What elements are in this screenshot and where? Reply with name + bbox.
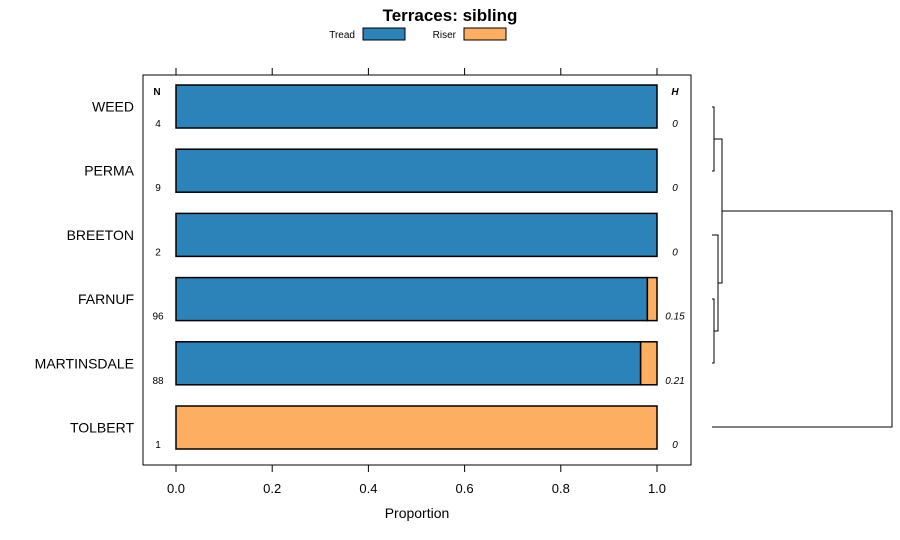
h-value: 0.21 [665, 376, 684, 387]
legend-swatch-tread [362, 27, 406, 41]
n-value: 96 [152, 312, 164, 323]
category-label: WEED [92, 99, 134, 115]
bar-martinsdale-tread [175, 341, 642, 386]
h-value: 0 [672, 440, 678, 451]
h-column-header: H [671, 87, 679, 98]
bar-weed-tread [175, 84, 658, 129]
n-value: 2 [155, 247, 161, 258]
x-axis-label: Proportion [385, 505, 450, 521]
dendrogram-weed-perma-link [712, 106, 715, 172]
chart-title: Terraces: sibling [383, 6, 518, 25]
bar-tolbert-riser [175, 405, 658, 450]
category-label: MARTINSDALE [35, 355, 134, 371]
h-values: 0 0 0 0.15 0.21 0 [665, 119, 685, 451]
legend-swatch-riser [463, 27, 507, 41]
h-value: 0 [672, 183, 678, 194]
x-tick-label: 0.4 [359, 481, 377, 496]
n-value: 88 [152, 376, 164, 387]
bars [175, 84, 658, 450]
x-tick-label: 0.6 [456, 481, 474, 496]
x-tick-label: 1.0 [648, 481, 666, 496]
n-value: 1 [155, 440, 161, 451]
n-values: 4 9 2 96 88 1 [152, 119, 164, 451]
category-label: FARNUF [78, 291, 134, 307]
category-label: BREETON [67, 227, 134, 243]
category-label: TOLBERT [70, 420, 135, 436]
n-value: 9 [155, 183, 161, 194]
dendrogram-root-link [712, 210, 893, 428]
category-labels: WEED PERMA BREETON FARNUF MARTINSDALE TOLBERT [35, 99, 135, 436]
x-tick-label: 0.2 [263, 481, 281, 496]
legend-label-tread: Tread [329, 30, 355, 41]
dendrogram-breeton-link [712, 234, 719, 332]
x-tick-label: 0.8 [552, 481, 570, 496]
h-value: 0 [672, 247, 678, 258]
category-label: PERMA [84, 163, 134, 179]
n-value: 4 [155, 119, 161, 130]
bar-perma-tread [175, 148, 658, 193]
dendrogram-farnuf-martinsdale-link [712, 298, 715, 364]
h-value: 0 [672, 119, 678, 130]
bar-farnuf-tread [175, 276, 649, 322]
x-axis: 0.0 0.2 0.4 0.6 0.8 1.0 [167, 465, 666, 496]
bar-martinsdale-riser [639, 341, 658, 386]
legend-label-riser: Riser [433, 30, 457, 41]
top-axis-ticks [175, 68, 658, 75]
legend: Tread Riser [329, 27, 507, 41]
n-column-header: N [153, 87, 160, 98]
plot-frame [142, 74, 692, 466]
h-value: 0.15 [665, 312, 685, 323]
x-tick-label: 0.0 [167, 481, 185, 496]
dendrogram [712, 106, 893, 428]
bar-breeton-tread [175, 212, 658, 258]
bar-farnuf-riser [646, 276, 658, 322]
